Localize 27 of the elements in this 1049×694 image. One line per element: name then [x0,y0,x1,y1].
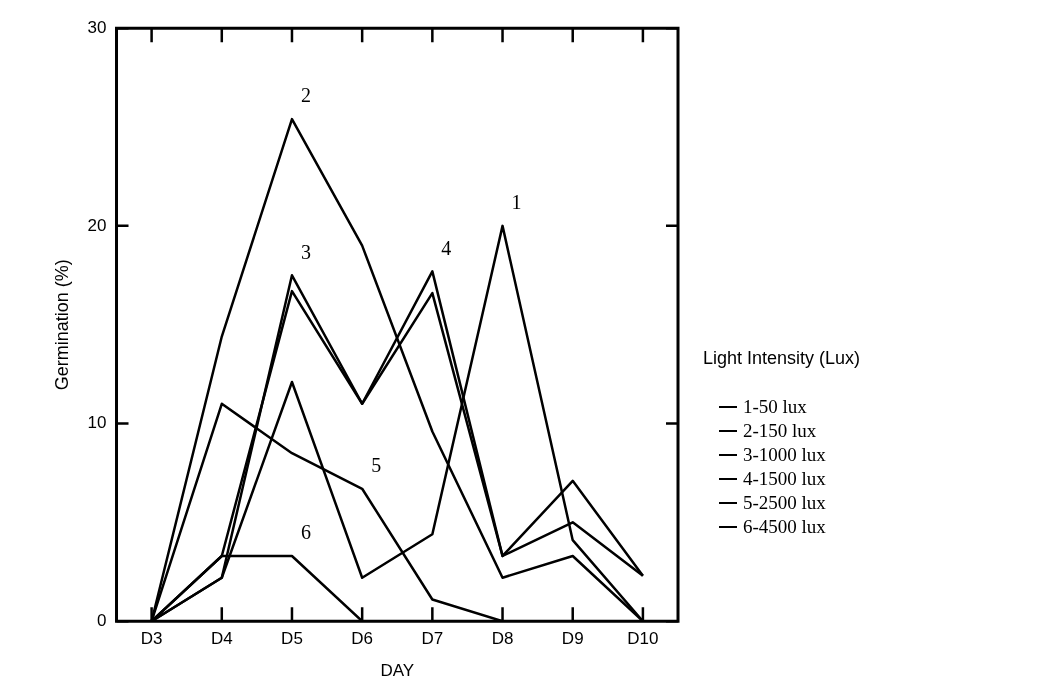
legend-label: 2-150 lux [743,419,817,443]
x-tick-label: D5 [281,629,303,649]
x-axis-title: DAY [380,661,415,681]
x-tick-label: D10 [627,629,659,649]
x-tick-label: D7 [421,629,444,649]
legend-label: 5-2500 lux [743,491,826,515]
y-tick-label: 20 [87,215,107,235]
annotation: 1 [511,191,522,214]
x-tick-label: D4 [210,629,233,649]
y-tick-label: 30 [87,17,107,37]
annotation: 5 [371,454,382,477]
x-tick-label: D9 [561,629,584,649]
x-tick-label: D8 [491,629,514,649]
legend-label: 1-50 lux [743,395,807,419]
y-tick-label: 0 [97,610,107,630]
legend-title: Light Intensity (Lux) [703,348,861,369]
x-tick-label: D3 [140,629,163,649]
x-tick-label: D6 [351,629,374,649]
annotation: 2 [300,84,311,107]
annotation: 6 [300,521,311,544]
y-axis-title: Germination (%) [51,259,72,391]
annotation: 4 [441,236,452,259]
legend-label: 6-4500 lux [743,515,826,539]
y-tick-label: 10 [87,413,107,433]
legend-label: 3-1000 lux [743,443,826,467]
annotation: 3 [300,240,311,263]
legend-label: 4-1500 lux [743,467,826,491]
